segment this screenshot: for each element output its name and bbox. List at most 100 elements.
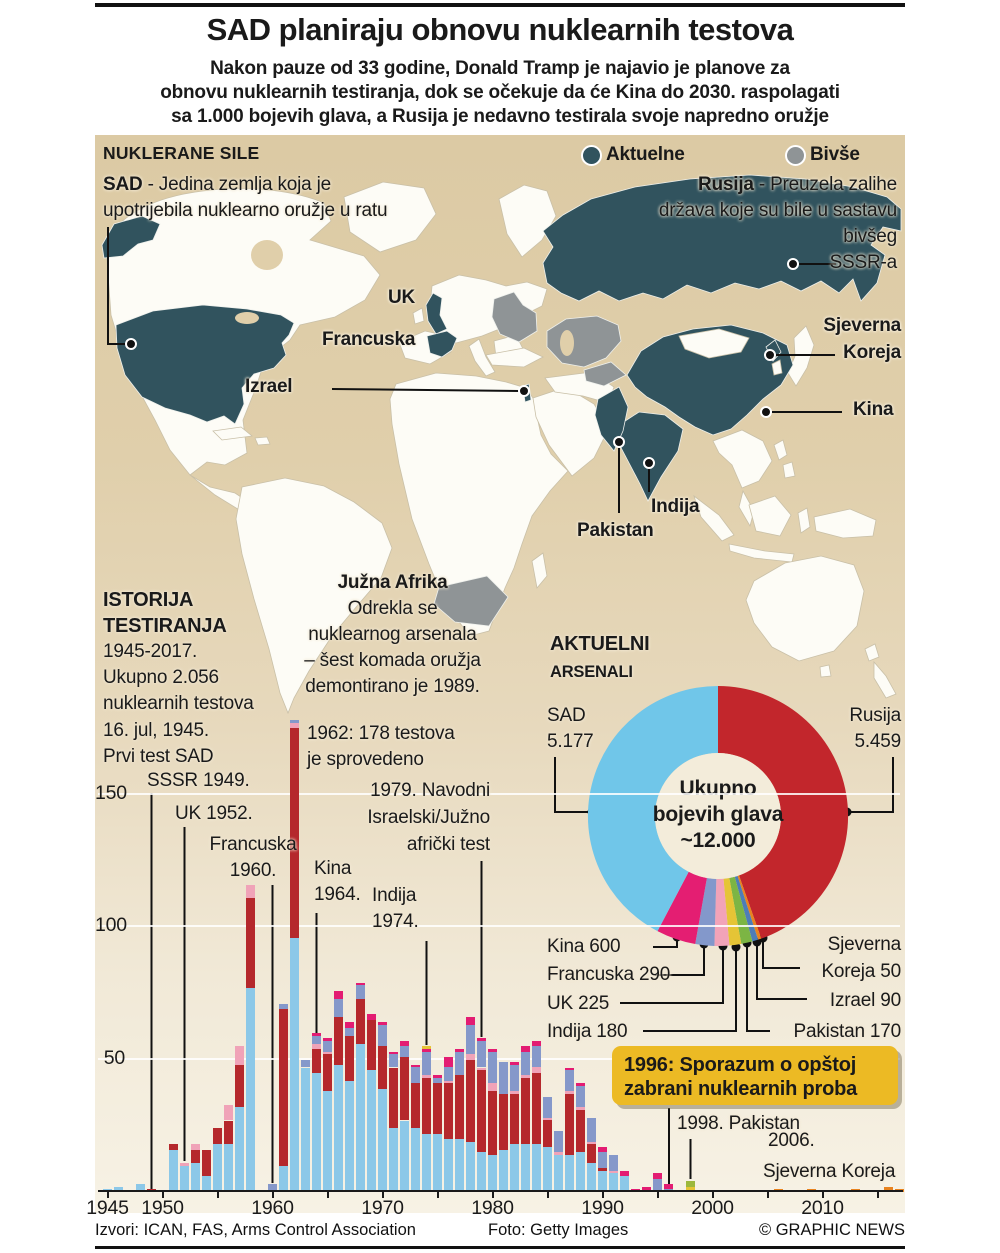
bar-1961-SSSR-Rusija [279,1009,288,1166]
history-header: ISTORIJA TESTIRANJA 1945-2017. Ukupno 2.… [103,587,254,717]
bar-1953-UK [191,1144,200,1150]
x-label-2000: 2000 [691,1197,734,1219]
bar-1957-SSSR-Rusija [235,1064,244,1108]
australia [745,555,865,662]
bar-1983-Francuska [521,1051,530,1076]
bar-1968-SAD [356,1043,365,1192]
bar-1984-UK [532,1067,541,1073]
bar-1966-Kina [334,990,343,999]
hispaniola [254,436,271,446]
ireland [412,307,425,325]
dot-russia [787,258,799,270]
annotation-1979: 1979. Navodni Israelski/Južno afrički te… [340,777,490,858]
bar-1996-Kina [664,1184,673,1190]
note-sad: SAD - Jedina zemlja koja je upotrijebila… [103,172,453,224]
bar-1989-Francuska [587,1117,596,1142]
page-subtitle: Nakon pauze od 33 godine, Donald Tramp j… [95,57,905,129]
juzna-title: Južna Afrika [337,572,448,593]
bar-1980-Francuska [488,1051,497,1084]
kina-l1: Kina [314,858,352,879]
annotation-nk2006-name: Sjeverna Koreja [763,1161,896,1182]
donut-label-sad-value: 5.177 [547,731,594,752]
ctbt-callout-box: 1996: Sporazum o opštoj zabrani nuklearn… [612,1046,898,1105]
juzna-line1: Odrekla se [347,598,438,619]
bar-1968-Francuska [356,985,365,999]
bar-1977-SAD [455,1139,464,1192]
x-label-1980: 1980 [471,1197,514,1219]
y1962-l2: je sprovedeno [307,749,424,770]
top-rule [95,3,905,7]
bar-1958-SAD [246,988,255,1192]
gridline-50 [98,1057,900,1060]
x-tick-2000 [712,1192,714,1198]
bar-1970-Kina [378,1022,387,1026]
bar-1966-SSSR-Rusija [334,1017,343,1065]
bar-1956-SAD [224,1144,233,1192]
x-tick-1985 [547,1192,549,1198]
bar-1970-SAD [378,1088,387,1192]
note-rusija-line4: SSSR-a [829,252,898,273]
borneo [748,495,792,537]
chart-annotation-lines [150,793,692,1189]
sulawesi [797,507,811,534]
bar-1968-Kina [356,982,365,986]
x-tick-1980 [492,1192,494,1198]
bar-1965-SAD [323,1091,332,1192]
donut-leader-lines [554,757,894,1032]
bar-1974-SAD [422,1133,431,1192]
donut-label-uk: UK 225 [547,993,610,1014]
y1979-l3: afrički test [406,834,490,855]
bar-1990-SSSR-Rusija [598,1168,607,1171]
bar-1979-Francuska [477,1040,486,1068]
bar-1965-UK [323,1051,332,1055]
bottom-rule [95,1246,905,1249]
bar-1981-Francuska [499,1062,508,1094]
donut-slice-Indija [723,878,742,946]
bar-1975-Kina [433,1075,442,1079]
donut-hole [655,753,781,879]
tasmania [819,664,832,678]
bar-1958-UK [246,884,255,898]
donut-slice-UK [714,878,730,947]
x-tick-1970 [382,1192,384,1198]
note-rusija-rest: - Preuzela zalihe [753,174,897,195]
bar-1987-SAD [565,1154,574,1192]
bar-1986-Francuska [554,1131,563,1153]
legend-active-label: Aktuelne [606,144,685,165]
map-section-label: NUKLERANE SILE [103,143,260,163]
bar-1981-SSSR-Rusija [499,1094,508,1150]
bar-1957-UK [235,1046,244,1065]
donut-slice-Pakistan [729,876,753,944]
x-tick-2005 [767,1192,769,1198]
dot-pakistan [613,436,625,448]
bar-1976-Kina [444,1056,453,1068]
bar-1971-SAD [389,1128,398,1192]
bar-1971-Francuska [389,1054,398,1068]
bar-1965-Francuska [323,1040,332,1052]
x-tick-1990 [602,1192,604,1198]
bar-1977-Kina [455,1048,464,1052]
bar-1984-Kina [532,1040,541,1047]
bar-1972-Francuska [400,1046,409,1057]
x-tick-1960 [272,1192,274,1198]
bar-1979-UK [477,1067,486,1071]
bar-1974-Kina [422,1048,431,1052]
label-uk: UK [388,287,416,308]
kina-l2: 1964. [314,884,361,905]
ind-l1: Indija [372,885,417,906]
y1979-l1: 1979. Navodni [370,780,490,801]
bar-1990-Francuska [598,1152,607,1169]
bar-1960-Francuska [268,1184,277,1192]
bar-1956-SSSR-Rusija [224,1120,233,1145]
bar-1964-Kina [312,1033,321,1036]
united-kingdom [425,292,448,335]
bar-1978-Francuska [466,1025,475,1055]
donut-slice-Francuska [695,878,717,946]
bar-1980-UK [488,1083,497,1092]
x-tick-2015 [877,1192,879,1198]
bar-1957-SAD [235,1107,244,1192]
india [615,411,684,502]
y-label-50: 50 [103,1046,125,1069]
caspian-sea [560,330,574,356]
gridline-100 [98,925,900,927]
